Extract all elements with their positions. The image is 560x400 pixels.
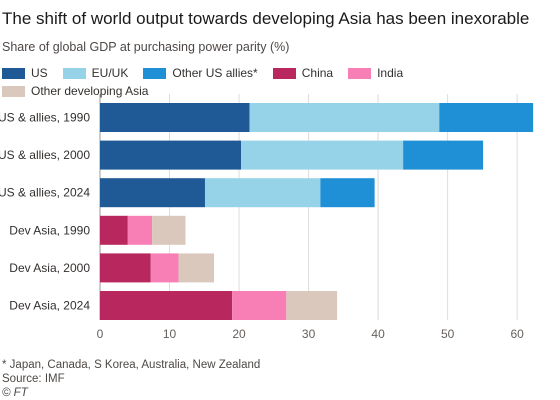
legend-row-2: Other developing Asia [2, 82, 422, 100]
legend-label-other-dev-asia: Other developing Asia [31, 84, 149, 98]
category-label-dev-asia-2000: Dev Asia, 2000 [9, 261, 90, 275]
legend-label-us: US [31, 66, 48, 80]
x-tick-label-10: 10 [163, 327, 177, 341]
x-tick-label-60: 60 [510, 327, 524, 341]
category-label-dev-asia-1990: Dev Asia, 1990 [9, 223, 90, 237]
bar-dev-asia-2024-china [100, 291, 233, 320]
x-tick-label-30: 30 [302, 327, 316, 341]
legend-item-other-us-allies: Other US allies* [143, 66, 258, 80]
bar-dev-asia-2000-china [100, 253, 151, 283]
bar-us-allies-2024-eu-uk [204, 178, 321, 208]
bar-dev-asia-2024-other-developing-asia [286, 291, 338, 320]
x-tick-label-50: 50 [441, 327, 455, 341]
legend-item-other-dev-asia: Other developing Asia [2, 84, 148, 98]
bar-us-allies-2000-other-us-allies [403, 140, 484, 170]
legend-row-1: US EU/UK Other US allies* China India [2, 64, 422, 82]
legend-item-india: India [348, 66, 403, 80]
bar-dev-asia-2024-india [232, 291, 287, 320]
bar-us-allies-1990-other-us-allies [439, 103, 534, 132]
bar-dev-asia-1990-china [100, 215, 128, 245]
bar-chart: US & allies, 1990 US & allies, 2000 US & a… [0, 94, 534, 341]
footer: * Japan, Canada, S Korea, Australia, New… [2, 358, 260, 400]
legend: US EU/UK Other US allies* China India Ot… [2, 64, 422, 100]
legend-item-eu-uk: EU/UK [62, 66, 129, 80]
bar-us-allies-2024-us [100, 178, 205, 208]
legend-item-us: US [2, 66, 48, 80]
legend-swatch-eu-uk [62, 67, 86, 79]
bars [100, 103, 534, 320]
legend-label-eu-uk: EU/UK [91, 66, 129, 80]
legend-label-china: China [301, 66, 334, 80]
x-tick-label-20: 20 [232, 327, 246, 341]
legend-swatch-india [348, 67, 372, 79]
legend-item-china: China [272, 66, 334, 80]
source: Source: IMF [2, 373, 65, 385]
bar-us-allies-2000-us [100, 140, 242, 170]
legend-swatch-other-dev-asia [2, 85, 25, 97]
bar-dev-asia-1990-other-developing-asia [152, 215, 186, 245]
category-label-us-allies-2024: US & allies, 2024 [0, 186, 90, 200]
chart-subtitle: Share of global GDP at purchasing power … [2, 40, 290, 54]
credit: © FT [2, 387, 28, 399]
bar-us-allies-2000-eu-uk [241, 140, 404, 170]
bar-us-allies-1990-eu-uk [249, 103, 440, 132]
x-axis-tick-labels: 0 10 20 30 40 50 60 [97, 327, 524, 341]
legend-swatch-other-us-allies [143, 67, 167, 79]
category-label-us-allies-1990: US & allies, 1990 [0, 111, 90, 125]
bar-us-allies-1990-us [100, 103, 250, 132]
category-label-dev-asia-2024: Dev Asia, 2024 [9, 299, 90, 313]
category-label-us-allies-2000: US & allies, 2000 [0, 148, 90, 162]
x-tick-label-0: 0 [97, 327, 104, 341]
x-tick-label-40: 40 [371, 327, 385, 341]
bar-dev-asia-2000-india [150, 253, 179, 283]
chart-title: The shift of world output towards develo… [2, 9, 530, 28]
footnote: * Japan, Canada, S Korea, Australia, New… [2, 359, 261, 371]
legend-swatch-china [272, 67, 296, 79]
legend-label-other-us-allies: Other US allies* [172, 66, 258, 80]
bar-dev-asia-2000-other-developing-asia [178, 253, 215, 283]
bar-us-allies-2024-other-us-allies [320, 178, 375, 208]
legend-swatch-us [2, 67, 25, 79]
category-labels: US & allies, 1990 US & allies, 2000 US & a… [0, 111, 90, 313]
bar-dev-asia-1990-india [127, 215, 153, 245]
legend-label-india: India [377, 66, 404, 80]
